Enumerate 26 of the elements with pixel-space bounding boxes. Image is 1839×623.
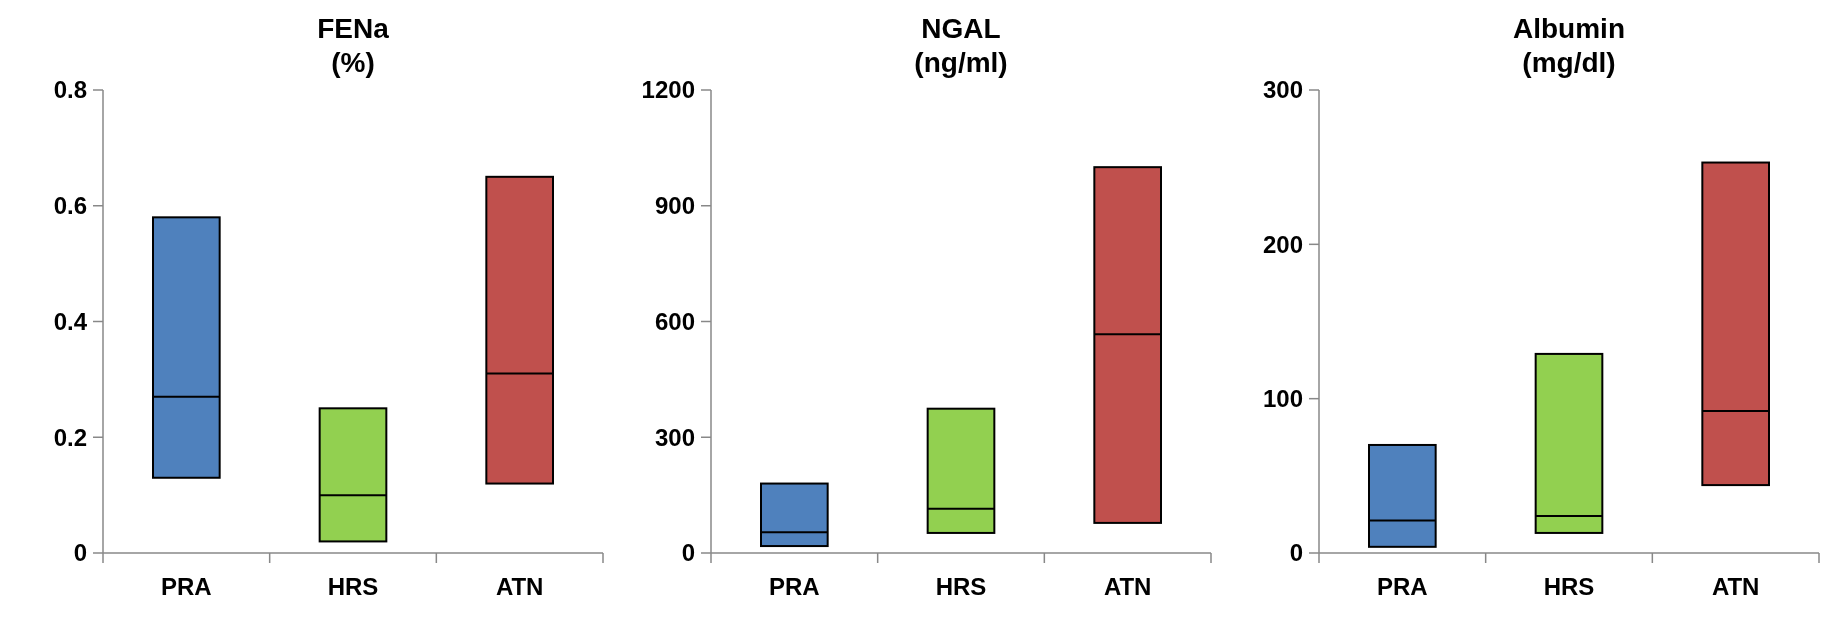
x-tick-label: PRA	[161, 573, 212, 600]
x-tick-label: HRS	[327, 573, 379, 600]
y-tick-label: 300	[654, 423, 695, 451]
x-tick-label: ATN	[1103, 573, 1152, 600]
x-tick-label: HRS	[1543, 573, 1595, 600]
y-tick-label: 0	[73, 539, 87, 567]
y-tick-label: 1200	[641, 76, 695, 104]
chart-title: Albumin (mg/dl)	[1513, 13, 1625, 78]
y-tick-label: 0.6	[53, 192, 87, 220]
y-tick-label: 0	[1289, 539, 1303, 567]
chart-title: FENa (%)	[317, 13, 390, 78]
chart-title: NGAL (ng/ml)	[914, 13, 1008, 78]
y-tick-label: 300	[1262, 76, 1303, 104]
x-tick-label: PRA	[769, 573, 820, 600]
x-tick-label: ATN	[1711, 573, 1760, 600]
y-tick-label: 0	[681, 539, 695, 567]
x-tick-label: HRS	[935, 573, 987, 600]
y-tick-label: 200	[1262, 230, 1303, 258]
y-tick-label: 0.2	[53, 423, 87, 451]
x-tick-label: ATN	[495, 573, 544, 600]
y-tick-label: 0.4	[53, 307, 88, 335]
x-tick-label: PRA	[1377, 573, 1428, 600]
y-tick-label: 600	[654, 307, 695, 335]
y-tick-label: 100	[1262, 385, 1303, 413]
y-tick-label: 900	[654, 192, 695, 220]
y-tick-label: 0.8	[53, 76, 87, 104]
